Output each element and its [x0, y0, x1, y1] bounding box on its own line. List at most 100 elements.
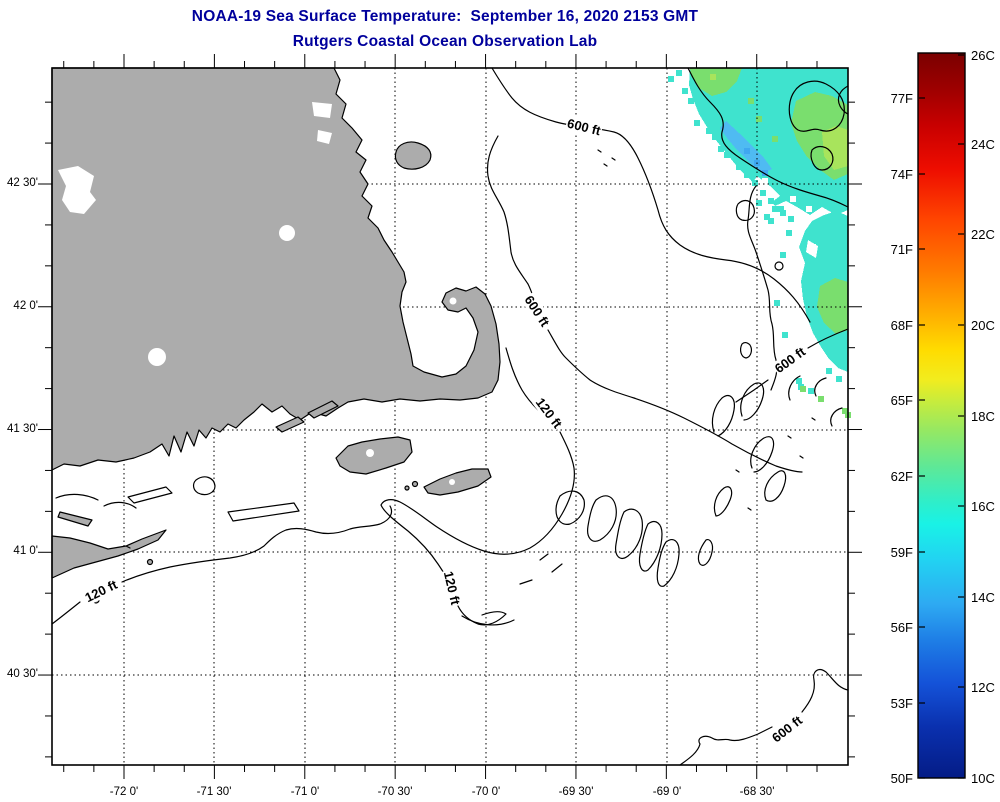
- contour-right-meander: [747, 185, 778, 391]
- small-island: [404, 485, 410, 491]
- long-island-tip: [51, 529, 167, 579]
- colorbar-gradient: [918, 53, 965, 778]
- shoal-contour: [711, 395, 735, 437]
- contour-ne-corner: [687, 67, 849, 208]
- shoal-contour: [750, 436, 775, 473]
- shore-strokes: [55, 493, 137, 509]
- contour-120ft-east: [457, 605, 507, 626]
- shoal-contour: [587, 495, 617, 542]
- y-axis-label: 41 30': [7, 423, 38, 435]
- x-axis-label: -70 30': [377, 786, 413, 798]
- contour-loop: [774, 261, 784, 271]
- x-axis-label: -69 30': [558, 786, 594, 798]
- shoal-contour: [638, 521, 663, 572]
- x-axis-label: -69 0': [652, 786, 682, 798]
- colorbar-c-label: 26C: [971, 48, 995, 63]
- contour-600ft-north: [491, 67, 811, 323]
- shoal-contour: [697, 539, 714, 566]
- x-axis-label: -71 30': [196, 786, 232, 798]
- marthas-vineyard: [335, 436, 413, 475]
- y-axis-label: 41 0': [13, 545, 38, 557]
- shoal-contour: [555, 490, 585, 525]
- small-island: [411, 480, 419, 488]
- contour-ne-loop: [837, 85, 849, 115]
- y-axis-label: 40 30': [7, 668, 38, 680]
- map-subtitle: Rutgers Coastal Ocean Observation Lab: [292, 33, 598, 50]
- contour-600ft-southeast: [801, 668, 849, 713]
- contour-600ft-spur: [735, 379, 769, 403]
- contour-ne-loop: [810, 145, 834, 171]
- contour-label: 600 ft: [564, 115, 604, 139]
- outlined-shoal: [192, 476, 216, 496]
- contour-120ft-west: [51, 601, 81, 625]
- contour-channel: [461, 615, 515, 626]
- fishers-island: [57, 511, 93, 527]
- shoal-contour: [656, 539, 680, 587]
- outlined-shoal: [127, 486, 173, 504]
- plot-border: [51, 67, 849, 766]
- colorbar-f-label: 62F: [890, 469, 913, 484]
- contour-600ft-capecod: [547, 329, 803, 473]
- x-axis-label: -72 0': [109, 786, 139, 798]
- sst-data-patches: [668, 68, 851, 418]
- colorbar-f-label: 50F: [890, 771, 913, 786]
- small-island: [146, 558, 154, 566]
- contour-120ft-east: [380, 431, 575, 581]
- nantucket: [423, 468, 492, 496]
- colorbar-f-label: 77F: [890, 91, 913, 106]
- cloud-holes: [58, 102, 457, 485]
- colorbar-c-label: 10C: [971, 771, 995, 786]
- colorbar-c-label: 24C: [971, 137, 995, 152]
- x-axis-label: -71 0': [290, 786, 320, 798]
- shoal-contour: [764, 470, 787, 502]
- colorbar-f-label: 65F: [890, 393, 913, 408]
- colorbar-f-label: 71F: [890, 242, 913, 257]
- contour-label: 120 ft: [440, 568, 464, 608]
- colorbar-c-label: 20C: [971, 318, 995, 333]
- contour-label: 600 ft: [520, 291, 554, 331]
- land-mask: [51, 67, 501, 604]
- shoal-contour: [788, 375, 843, 427]
- axis-ticks: [38, 54, 862, 779]
- map-title: NOAA-19 Sea Surface Temperature: Septemb…: [191, 8, 699, 25]
- shoal-contour: [615, 508, 643, 559]
- colorbar-c-label: 16C: [971, 499, 995, 514]
- contour-600ft-spur: [807, 328, 849, 349]
- contour-600ft-stellwagen: [486, 135, 537, 305]
- colorbar-c-label: 18C: [971, 409, 995, 424]
- cape-ann: [394, 141, 432, 170]
- graticule-gridlines: [52, 68, 848, 765]
- outlined-shoal: [227, 502, 300, 522]
- contour-label: 120 ft: [81, 576, 121, 606]
- contour-label: 600 ft: [768, 712, 806, 746]
- contour-ne-loop: [735, 199, 755, 221]
- x-axis-label: -70 0': [471, 786, 501, 798]
- colorbar-f-label: 53F: [890, 696, 913, 711]
- mainland-newengland: [51, 67, 501, 471]
- colorbar-f-label: 56F: [890, 620, 913, 635]
- shoal-contour: [519, 553, 563, 585]
- y-axis-label: 42 30': [7, 177, 38, 189]
- shoal-contour: [713, 486, 733, 517]
- contour-ne-loop: [788, 80, 845, 132]
- bathymetry-contours: [51, 67, 849, 766]
- tiny-marks: [125, 149, 816, 549]
- shoal-contour: [740, 382, 765, 421]
- contour-120ft-west: [121, 505, 393, 583]
- elizabeth-islands: [275, 416, 305, 433]
- colorbar-f-label: 59F: [890, 545, 913, 560]
- contour-label: 120 ft: [532, 394, 566, 432]
- colorbar-c-label: 22C: [971, 227, 995, 242]
- colorbar-f-label: 68F: [890, 318, 913, 333]
- colorbar-c-label: 12C: [971, 680, 995, 695]
- x-axis-label: -68 30': [739, 786, 775, 798]
- contour-600ft-southeast: [679, 726, 773, 766]
- colorbar-c-label: 14C: [971, 590, 995, 605]
- colorbar-f-label: 74F: [890, 167, 913, 182]
- small-island: [201, 482, 209, 490]
- contour-label: 600 ft: [771, 343, 809, 377]
- elizabeth-islands: [307, 400, 339, 419]
- y-axis-label: 42 0': [13, 300, 38, 312]
